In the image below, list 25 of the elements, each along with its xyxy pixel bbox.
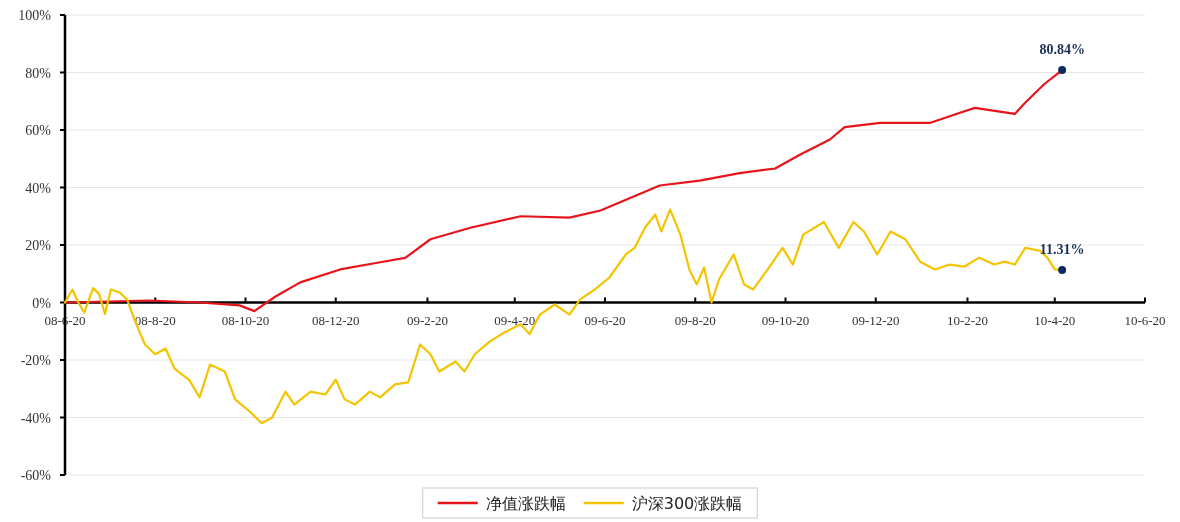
y-tick-label: 0% bbox=[32, 295, 52, 311]
x-tick-label: 09-8-20 bbox=[674, 312, 716, 328]
legend-label: 净值涨跌幅 bbox=[485, 494, 566, 513]
x-tick-label: 09-2-20 bbox=[406, 312, 449, 328]
x-tick-label: 09-6-20 bbox=[584, 312, 626, 328]
x-tick-label: 10-6-20 bbox=[1124, 312, 1166, 328]
y-tick-label: 100% bbox=[18, 8, 52, 23]
y-tick-label: 20% bbox=[25, 238, 52, 253]
y-tick-label: -40% bbox=[20, 410, 52, 426]
x-tick-label: 10-4-20 bbox=[1034, 312, 1076, 328]
x-tick-label: 09-12-20 bbox=[851, 312, 900, 328]
y-tick-label: 80% bbox=[25, 65, 52, 81]
x-tick-label: 10-2-20 bbox=[946, 312, 989, 328]
legend-label: 沪深300涨跌幅 bbox=[631, 494, 743, 513]
y-tick-label: -20% bbox=[20, 353, 52, 368]
y-tick-label: 60% bbox=[25, 123, 52, 138]
y-tick-label: -60% bbox=[20, 468, 52, 483]
x-tick-label: 09-10-20 bbox=[761, 312, 810, 328]
x-tick-label: 08-8-20 bbox=[134, 312, 176, 328]
x-tick-label: 08-10-20 bbox=[221, 312, 270, 328]
x-tick-label: 08-12-20 bbox=[311, 312, 360, 328]
annotation: 11.31% bbox=[1039, 241, 1085, 257]
annotation: 80.84% bbox=[1039, 42, 1085, 58]
x-tick-label: 09-4-20 bbox=[494, 312, 536, 328]
y-tick-label: 40% bbox=[25, 180, 52, 196]
